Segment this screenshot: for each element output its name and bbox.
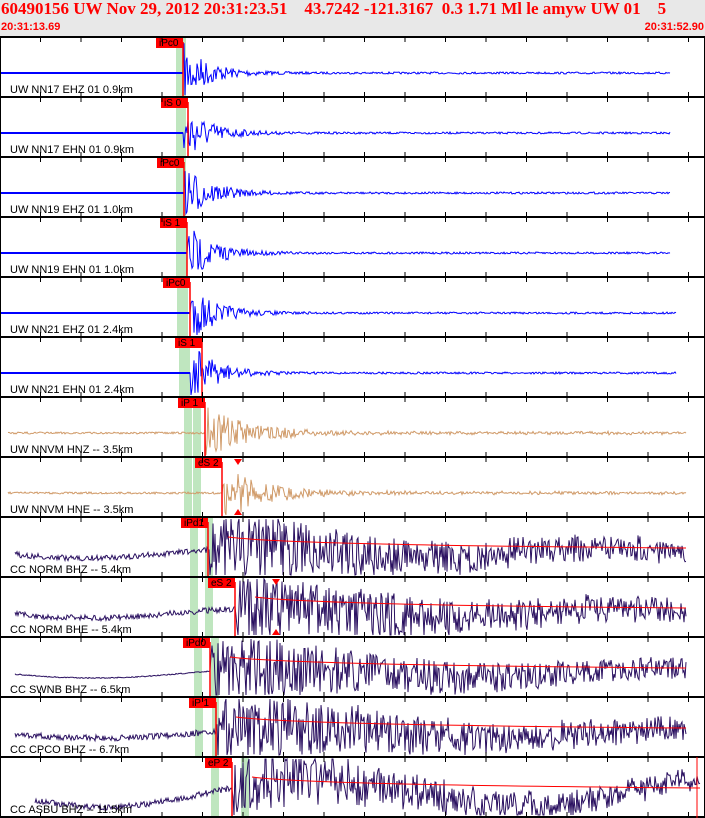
pick-flag[interactable]	[195, 457, 222, 468]
pick-flag[interactable]	[183, 637, 210, 648]
trace-2[interactable]: iS 0 UW NN17 EHN 01 0.9km	[0, 97, 671, 157]
pick-flag[interactable]	[208, 577, 235, 588]
pick-flag[interactable]	[175, 337, 202, 348]
start-time: 20:31:13.69	[1, 21, 61, 33]
trace-9[interactable]: iPd1 CC NORM BHZ -- 5.4km	[10, 517, 687, 577]
pick-label: iP 1	[181, 398, 198, 409]
trace-1[interactable]: iPc0 UW NN17 EHZ 01 0.9km	[0, 37, 671, 97]
pick-window-band	[205, 517, 213, 577]
pick-window-band	[176, 217, 187, 277]
pick-window-band	[211, 757, 219, 817]
waveform	[7, 407, 687, 456]
trace-11[interactable]: iPd0 CC SWNB BHZ -- 6.5km	[10, 637, 687, 697]
trace-label: UW NNVM HNE -- 3.5km	[10, 504, 133, 516]
pick-label: iPd0	[186, 638, 206, 649]
s-marker-up-icon	[272, 629, 280, 635]
waveform	[7, 474, 687, 516]
pick-flag[interactable]	[163, 277, 190, 288]
s-marker-up-icon	[234, 509, 242, 515]
trace-label: UW NN21 EHN 01 2.4km	[10, 384, 134, 396]
trace-label: CC ASBU BHZ -- 11.5km	[10, 804, 132, 816]
trace-7[interactable]: iP 1 UW NNVM HNZ -- 3.5km	[7, 397, 687, 457]
trace-label: UW NN19 EHN 01 1.0km	[10, 264, 134, 276]
waveform	[14, 638, 687, 696]
pick-window-band	[195, 697, 203, 757]
pick-flag[interactable]	[156, 37, 183, 48]
event-title: 60490156 UW Nov 29, 2012 20:31:23.51 43.…	[1, 0, 667, 18]
end-time: 20:31:52.90	[644, 21, 704, 33]
pick-flag[interactable]	[157, 157, 184, 168]
pick-label: iS 0	[164, 98, 182, 109]
waveform	[34, 757, 701, 816]
pick-label: iPc0	[166, 278, 186, 289]
coda-fit-line	[254, 596, 687, 609]
waveform	[14, 518, 687, 577]
pick-flag[interactable]	[161, 97, 188, 108]
pick-label: iS 1	[163, 218, 181, 229]
pick-window-band	[176, 97, 186, 157]
pick-window-band	[241, 757, 249, 817]
s-marker-down-icon	[272, 579, 280, 585]
coda-fit-line	[229, 656, 687, 669]
trace-label: CC SWNB BHZ -- 6.5km	[10, 684, 130, 696]
pick-label: iP 1	[192, 698, 209, 709]
pick-window-band	[184, 397, 192, 457]
waveform	[14, 698, 687, 756]
trace-5[interactable]: iPc0 UW NN21 EHZ 01 2.4km	[0, 277, 677, 337]
pick-window-band	[193, 457, 201, 517]
trace-8[interactable]: eS 2 UW NNVM HNE -- 3.5km	[7, 457, 687, 517]
trace-label: UW NN19 EHZ 01 1.0km	[10, 204, 133, 216]
waveform	[14, 577, 687, 636]
coda-fit-line	[251, 776, 701, 789]
pick-window-band	[190, 517, 198, 577]
pick-label: eS 2	[211, 578, 232, 589]
pick-window-band	[179, 337, 190, 397]
pick-window-band	[190, 577, 198, 637]
trace-13[interactable]: eP 2 CC ASBU BHZ -- 11.5km	[10, 757, 701, 817]
header: 60490156 UW Nov 29, 2012 20:31:23.51 43.…	[0, 0, 705, 37]
trace-label: UW NN21 EHZ 01 2.4km	[10, 324, 133, 336]
trace-label: UW NNVM HNZ -- 3.5km	[10, 444, 133, 456]
trace-label: CC NORM BHE -- 5.4km	[10, 624, 132, 636]
pick-window-band	[193, 397, 201, 457]
pick-flag[interactable]	[205, 757, 232, 768]
coda-fit-line	[227, 536, 687, 549]
pick-label: iPd1	[184, 518, 204, 529]
trace-3[interactable]: iPc0 UW NN19 EHZ 01 1.0km	[0, 157, 671, 217]
coda-fit-line	[235, 716, 687, 729]
pick-window-band	[177, 277, 188, 337]
trace-6[interactable]: iS 1 UW NN21 EHN 01 2.4km	[0, 337, 677, 397]
pick-flag[interactable]	[178, 397, 205, 408]
pick-label: iPc0	[160, 158, 180, 169]
pick-label: iPc0	[159, 38, 179, 49]
trace-label: CC CPCO BHZ -- 6.7km	[10, 744, 129, 756]
pick-window-band	[184, 457, 192, 517]
s-marker-down-icon	[234, 459, 242, 465]
trace-12[interactable]: iP 1 CC CPCO BHZ -- 6.7km	[10, 697, 687, 757]
trace-label: UW NN17 EHZ 01 0.9km	[10, 84, 133, 96]
pick-flag[interactable]	[160, 217, 187, 228]
pick-label: eS 2	[198, 458, 219, 469]
trace-4[interactable]: iS 1 UW NN19 EHN 01 1.0km	[0, 217, 671, 277]
trace-label: CC NORM BHZ -- 5.4km	[10, 564, 131, 576]
pick-window-band	[176, 157, 186, 217]
pick-label: iS 1	[178, 338, 196, 349]
trace-10[interactable]: eS 2 CC NORM BHE -- 5.4km	[10, 577, 687, 637]
pick-flag[interactable]	[189, 697, 216, 708]
pick-flag[interactable]	[181, 517, 208, 528]
pick-window-band	[176, 37, 186, 97]
pick-label: eP 2	[208, 758, 229, 769]
pick-window-band	[194, 637, 202, 697]
trace-label: UW NN17 EHN 01 0.9km	[10, 144, 134, 156]
